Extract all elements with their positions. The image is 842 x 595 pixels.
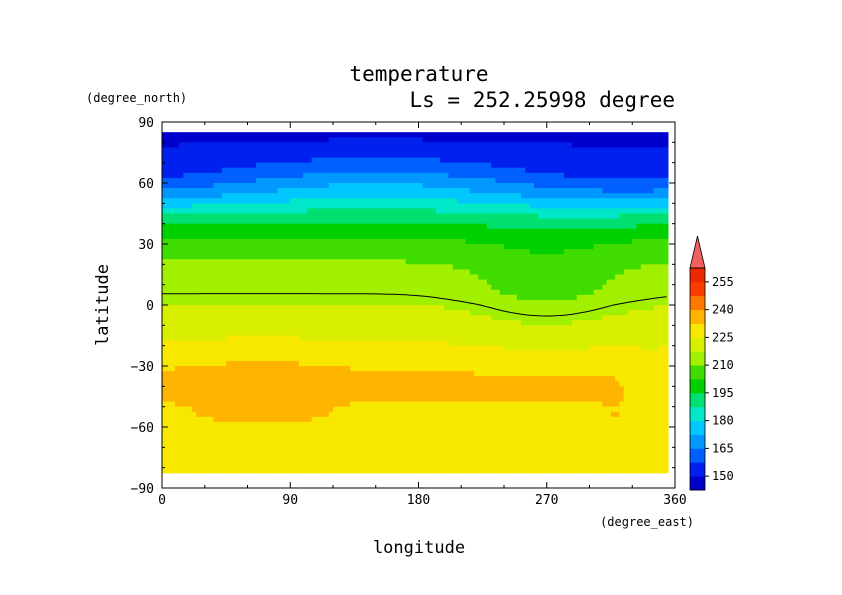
colorbar-label: 150 — [712, 469, 734, 483]
colorbar-bin — [690, 406, 705, 422]
colorbar-bin — [690, 268, 705, 283]
colorbar-label: 240 — [712, 303, 734, 317]
contour-lines — [162, 293, 667, 317]
colorbar-bin — [690, 309, 705, 324]
axis-ticks: 0 90 180 270 360 90 60 30 0 −30 −60 −90 — [131, 116, 687, 508]
colorbar-label: 195 — [712, 386, 734, 400]
colorbar-bin — [690, 476, 705, 491]
y-unit-label: (degree_north) — [86, 91, 187, 105]
colorbar-bin — [690, 434, 705, 449]
x-tick-label: 270 — [535, 493, 558, 508]
y-tick-label: −30 — [131, 360, 154, 375]
x-tick-label: 0 — [158, 493, 166, 508]
contour-line-215 — [162, 293, 667, 317]
y-tick-label: 60 — [138, 177, 154, 192]
colorbar-bin — [690, 351, 705, 366]
colorbar-label: 225 — [712, 330, 734, 344]
y-tick-label: −60 — [131, 421, 154, 436]
colorbar-bin — [690, 365, 705, 380]
colorbar-bin — [690, 392, 705, 408]
colorbar-bin — [690, 295, 705, 311]
colorbar-bin — [690, 462, 705, 477]
x-tick-label: 180 — [407, 493, 430, 508]
y-axis-label: latitude — [93, 264, 113, 346]
y-tick-label: 30 — [138, 238, 154, 253]
x-tick-label: 90 — [282, 493, 298, 508]
x-unit-label: (degree_east) — [600, 515, 694, 529]
y-tick-label: 0 — [146, 299, 154, 314]
colorbar-label: 165 — [712, 441, 734, 455]
colorbar-bin — [690, 379, 705, 394]
colorbar-bin — [690, 281, 705, 297]
colorbar-bin — [690, 337, 705, 352]
colorbar: 150 165 180 195 210 225 240 255 — [689, 235, 734, 491]
colorbar-label: 255 — [712, 275, 734, 289]
colorbar-bin — [690, 420, 705, 435]
colorbar-frame — [689, 267, 706, 491]
colorbar-bin — [690, 448, 705, 463]
y-tick-label: 90 — [138, 116, 154, 131]
chart-title: temperature — [349, 62, 488, 86]
colorbar-label: 210 — [712, 358, 734, 372]
chart-subtitle: Ls = 252.25998 degree — [409, 88, 675, 112]
colorbar-bin — [690, 323, 705, 338]
colorbar-extend-arrow — [689, 235, 706, 269]
temperature-field — [162, 132, 669, 474]
colorbar-label: 180 — [712, 414, 734, 428]
x-axis-label: longitude — [373, 538, 465, 558]
x-tick-label: 360 — [663, 493, 686, 508]
y-tick-label: −90 — [131, 482, 154, 497]
